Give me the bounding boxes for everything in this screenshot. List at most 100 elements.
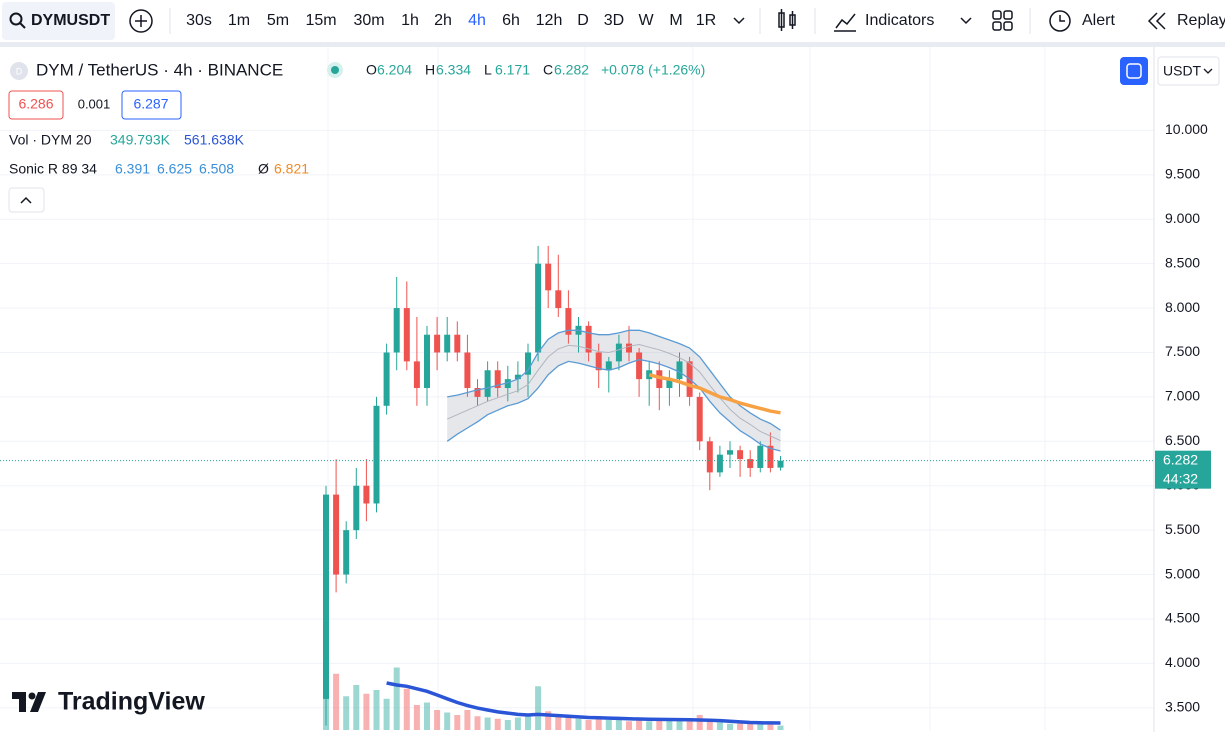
last-price-tag [1155, 450, 1211, 489]
interval-button[interactable]: D [577, 12, 589, 29]
interval-button[interactable]: 4h [468, 12, 486, 29]
interval-dropdown[interactable] [733, 17, 745, 25]
collapse-legend[interactable] [8, 187, 45, 213]
interval-button[interactable]: 3D [604, 12, 624, 29]
symbol-logo [10, 62, 28, 80]
candle-body [757, 445, 764, 468]
volume-bar [333, 673, 340, 730]
candle-body [666, 379, 673, 389]
ohlc-label: C [543, 62, 553, 78]
sonic-slow-line [648, 373, 781, 415]
compare-button[interactable] [129, 9, 153, 33]
candle-body [565, 308, 572, 335]
buy-button[interactable] [121, 90, 182, 120]
volume-bar [464, 710, 471, 730]
legend-symbol: DYM / TetherUS · 4h · BINANCE [36, 60, 283, 79]
bid-price[interactable]: 6.286 [18, 96, 53, 112]
volume-bar [373, 690, 380, 730]
volume-bar [666, 720, 673, 730]
y-tick-label: 3.500 [1165, 698, 1200, 714]
interval-button[interactable]: 30s [186, 12, 212, 29]
candle-body [626, 343, 632, 353]
volume-bar [424, 702, 430, 730]
interval-button[interactable]: 5m [267, 12, 289, 29]
interval-button[interactable]: 1m [228, 12, 250, 29]
interval-button[interactable]: 6h [502, 12, 520, 29]
candle-body [676, 361, 683, 380]
interval-button[interactable]: 12h [536, 12, 563, 29]
candle-body [353, 485, 360, 531]
symbol-button[interactable] [2, 2, 115, 40]
indicators-dropdown[interactable] [960, 17, 972, 25]
candle-body [494, 370, 501, 389]
interval-button[interactable]: 1h [401, 12, 419, 29]
alert-button[interactable]: Alert [1082, 12, 1115, 29]
volume-bar [716, 722, 723, 730]
candle-body [504, 379, 511, 389]
ohlc-legend: O 6.204 H 6.334 L 6.171 C 6.282 [366, 62, 589, 78]
candle-body [767, 445, 774, 468]
market-status [331, 66, 339, 74]
auto-scale-icon [1126, 63, 1142, 79]
candle-body [555, 290, 562, 309]
sonic-symbol: Ø [258, 161, 269, 177]
currency-button[interactable] [1157, 56, 1220, 86]
candle-body [363, 485, 370, 504]
candle-body [444, 334, 451, 353]
toolbar [0, 0, 1225, 42]
volume-bar [646, 721, 653, 730]
ohlc-label: L [484, 62, 492, 78]
time-grid [327, 45, 1046, 730]
band-fill [447, 330, 781, 451]
candle-body [434, 334, 441, 353]
candle-body [464, 352, 471, 389]
candle-body [696, 396, 703, 442]
price-axis [1154, 45, 1225, 732]
volume-bar [737, 722, 744, 730]
y-tick-label: 10.000 [1165, 121, 1208, 137]
ask-price[interactable]: 6.287 [133, 96, 168, 112]
volume-bar [454, 715, 461, 730]
sell-button[interactable] [8, 90, 64, 120]
plus-icon [135, 15, 147, 27]
candle-body [615, 343, 622, 362]
price-grid [0, 129, 1154, 709]
currency[interactable]: USDT [1163, 63, 1202, 79]
volume-bar [686, 721, 693, 730]
interval-button[interactable]: 30m [353, 12, 384, 29]
volume-bar [626, 721, 632, 730]
volume-bar [605, 720, 612, 730]
y-tick-label: 4.000 [1165, 654, 1200, 670]
interval-button[interactable]: M [669, 12, 682, 29]
interval-button[interactable]: 1R [696, 12, 716, 29]
volume-bar [757, 721, 764, 730]
candle-body [484, 370, 491, 397]
candle-body [454, 334, 461, 353]
layouts-button[interactable] [992, 10, 1013, 31]
auto-scale-button[interactable] [1120, 57, 1148, 85]
alert-icon [1049, 10, 1071, 32]
y-tick-label: 9.500 [1165, 166, 1200, 182]
interval-button[interactable]: 15m [305, 12, 336, 29]
price-axis-labels: 3.5004.0004.5005.0005.5006.0006.5007.000… [1155, 121, 1211, 714]
ohlc-value: 6.171 [495, 62, 530, 78]
interval-button[interactable]: W [638, 12, 654, 29]
candle-body [545, 263, 552, 291]
candle-body [514, 374, 521, 380]
sonic-legend-label: Sonic R 89 34 [9, 161, 97, 177]
toolbar-divider [0, 42, 1225, 47]
indicators-button[interactable]: Indicators [865, 12, 934, 29]
interval-button[interactable]: 2h [434, 12, 452, 29]
ohlc-label: O [366, 62, 377, 78]
candle-body [777, 460, 784, 468]
symbol[interactable]: DYMUSDT [31, 12, 110, 29]
volume-bar [383, 698, 390, 730]
sonic-lower-line [446, 358, 781, 452]
replay-button[interactable]: Replay [1177, 12, 1225, 29]
volume-bar [656, 718, 663, 730]
candle-body [424, 334, 430, 389]
search-icon [19, 22, 26, 29]
chart-type-button[interactable] [778, 9, 796, 31]
volume-bar [525, 713, 531, 730]
